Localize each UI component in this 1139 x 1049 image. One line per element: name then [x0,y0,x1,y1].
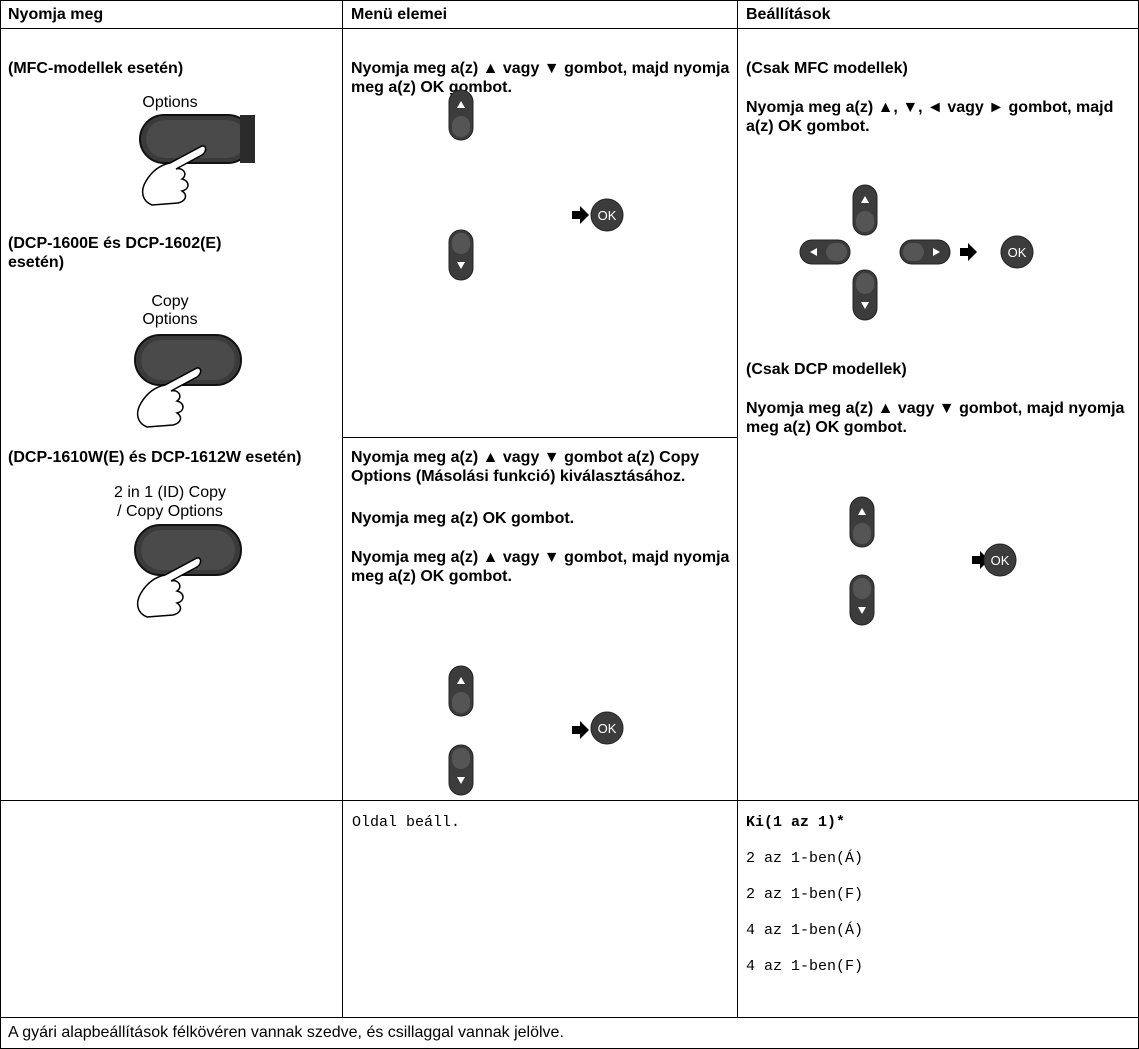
border [0,0,1139,1]
button-label: Options [142,94,197,111]
key-shade [452,233,470,254]
ok-key [590,198,624,232]
instruction: Nyomja meg a(z) ▲ vagy ▼ gombot, majd ny… [351,60,730,96]
section-title: (DCP-1610W(E) és DCP-1612W esetén) [8,449,302,466]
border [0,28,1139,29]
ok-key [590,711,624,745]
menu-item: Oldal beáll. [352,814,461,831]
ok-label: OK [598,208,617,223]
border [0,800,1139,801]
option: 4 az 1-ben(F) [746,958,864,975]
key-shade [856,211,874,232]
ok-label: OK [598,721,617,736]
section-title: (Csak DCP modellek) [746,361,907,378]
button-face [146,120,246,158]
key-shade [452,748,470,769]
option: 2 az 1-ben(Á) [746,850,864,867]
key-shade [452,692,470,713]
button-label: / Copy Options [117,503,223,520]
border [0,0,1,1049]
arrow [960,243,977,261]
key-arrow [861,302,869,309]
hand [141,145,207,206]
arrow [572,721,589,739]
button-label: Copy [151,293,188,310]
ok-label: OK [991,553,1010,568]
border [737,0,738,1017]
key-arrow [858,508,866,515]
option: Ki(1 az 1)* [746,814,846,831]
footer-note: A gyári alapbeállítások félkövéren vanna… [8,1024,564,1041]
option: 4 az 1-ben(Á) [746,922,864,939]
border [0,1017,1139,1018]
instruction: Nyomja meg a(z) OK gombot. [351,510,575,527]
border [342,437,737,438]
instruction: Nyomja meg a(z) ▲ vagy ▼ gombot, majd ny… [746,400,1125,436]
key-shade [452,116,470,137]
key-shade [853,578,871,599]
hand [136,557,202,618]
section-title: (Csak MFC modellek) [746,60,908,77]
key-arrow [858,607,866,614]
key-arrow [457,101,465,108]
arrow [572,206,589,224]
key-arrow [457,262,465,269]
border [342,0,343,1017]
button-edge [240,115,255,163]
button-label: Options [142,311,197,328]
key-shade [856,273,874,294]
key-arrow [810,248,817,256]
key-arrow [861,196,869,203]
header: Menü elemei [351,6,448,23]
key-shade [903,243,924,261]
button-face [141,340,235,380]
instruction: Nyomja meg a(z) ▲, ▼, ◄ vagy ► gombot, m… [746,99,1114,135]
key-arrow [933,248,940,256]
instruction: Nyomja meg a(z) ▲ vagy ▼ gombot a(z) Cop… [351,449,700,485]
header: Nyomja meg [8,6,104,23]
ok-key [983,543,1017,577]
hand [136,367,202,428]
header: Beállítások [746,6,831,23]
key-shade [853,523,871,544]
arrow [972,551,989,569]
key-arrow [457,677,465,684]
key-shade [826,243,847,261]
section-title: (MFC-modellek esetén) [8,60,184,77]
key-arrow [457,777,465,784]
button-label: 2 in 1 (ID) Copy [114,484,226,501]
ok-key [1000,235,1034,269]
ok-label: OK [1008,245,1027,260]
option: 2 az 1-ben(F) [746,886,864,903]
button-face [141,530,235,570]
instruction: Nyomja meg a(z) ▲ vagy ▼ gombot, majd ny… [351,549,730,585]
section-title: (DCP-1600E és DCP-1602(E) esetén) [8,235,222,271]
